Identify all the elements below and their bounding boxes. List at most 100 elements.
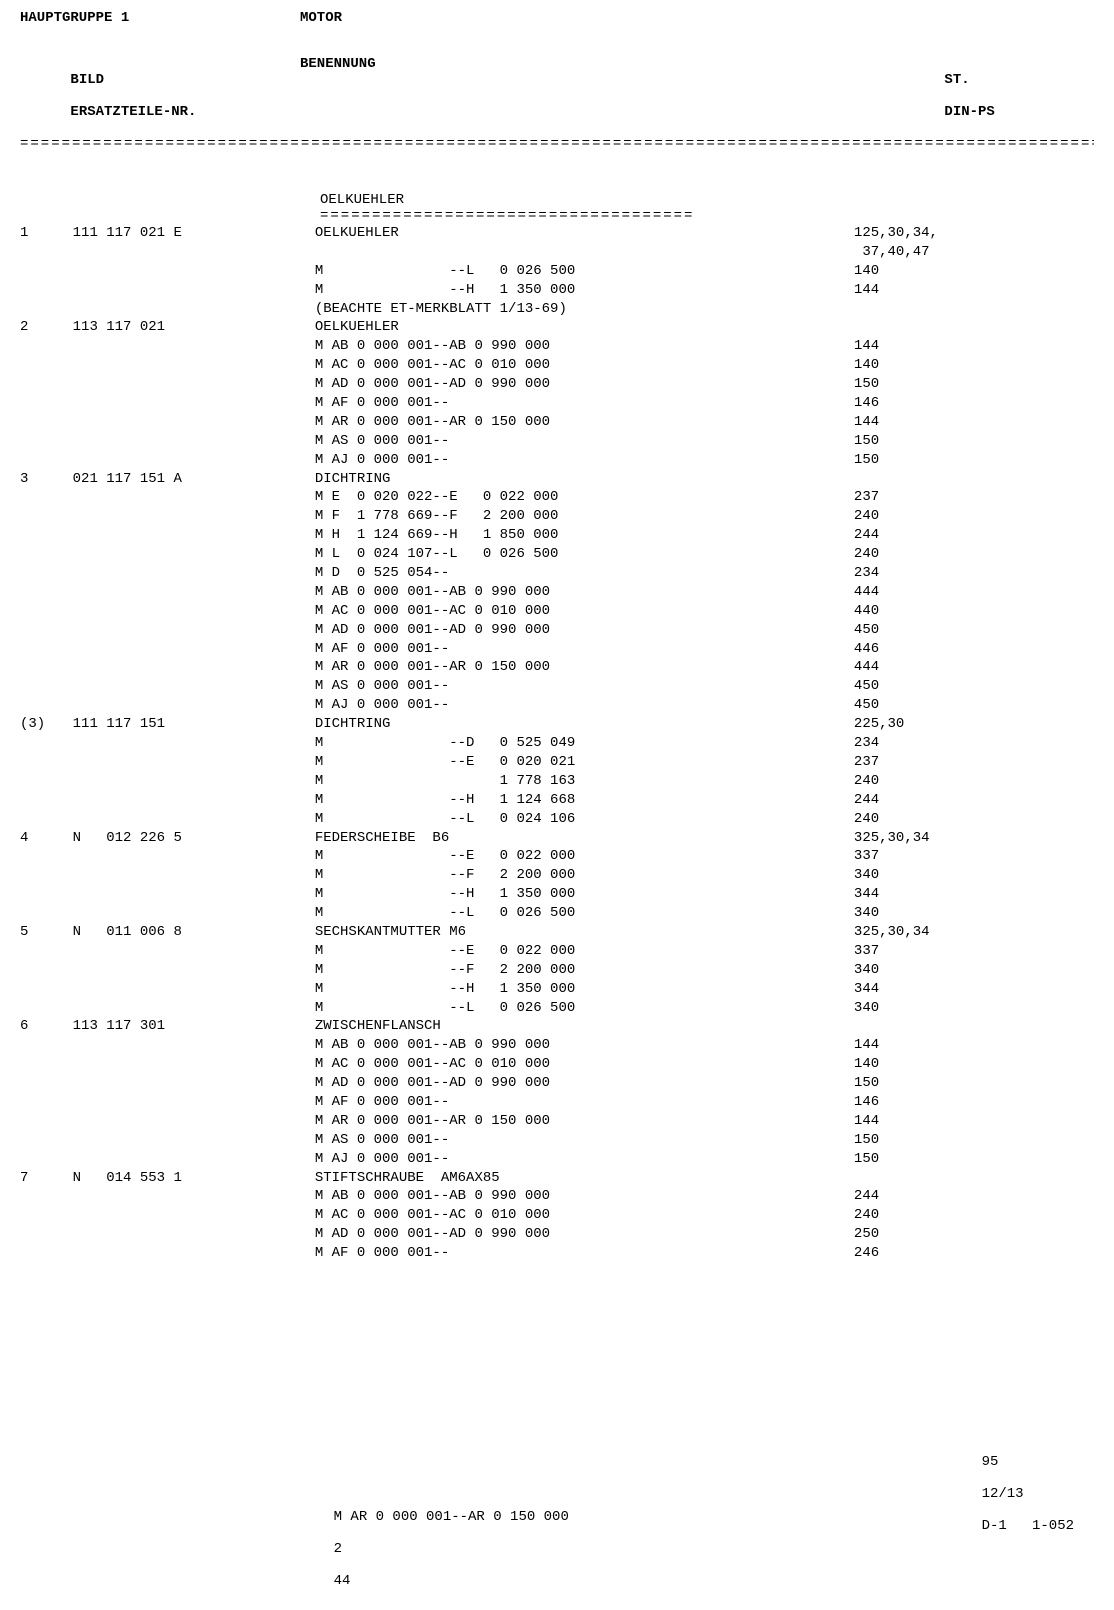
cell-benennung: M E 0 020 022--E 0 022 000 xyxy=(315,488,799,507)
cell-bild xyxy=(20,696,73,715)
cell-din-ps: 37 xyxy=(862,488,1094,507)
cell-benennung: M AS 0 000 001-- xyxy=(315,1131,799,1150)
table-row: M AR 0 000 001--AR 0 150 000144 xyxy=(20,1112,1094,1131)
cell-part-nr xyxy=(73,1244,315,1263)
cell-stk: 3 xyxy=(799,942,862,961)
table-row: M --F 2 200 000340 xyxy=(20,866,1094,885)
table-row: M AF 0 000 001--146 xyxy=(20,394,1094,413)
section-title: OELKUEHLER xyxy=(320,192,1094,208)
table-row: M L 0 024 107--L 0 026 500240 xyxy=(20,545,1094,564)
cell-benennung: M F 1 778 669--F 2 200 000 xyxy=(315,507,799,526)
cell-bild xyxy=(20,734,73,753)
cell-benennung: M --H 1 350 000 xyxy=(315,281,799,300)
table-row: M AC 0 000 001--AC 0 010 000140 xyxy=(20,356,1094,375)
cell-bild xyxy=(20,1150,73,1169)
cell-part-nr xyxy=(73,281,315,300)
cell-benennung: M --F 2 200 000 xyxy=(315,961,799,980)
table-row: 5N 011 006 8SECHSKANTMUTTER M6325,30,34 xyxy=(20,923,1094,942)
trailing-row: M AR 0 000 001--AR 0 150 000 2 44 xyxy=(300,1493,569,1605)
table-row: M AB 0 000 001--AB 0 990 000144 xyxy=(20,337,1094,356)
table-row: M AD 0 000 001--AD 0 990 000150 xyxy=(20,1074,1094,1093)
cell-stk: 4 xyxy=(799,602,862,621)
cell-benennung: M --H 1 350 000 xyxy=(315,885,799,904)
cell-bild xyxy=(20,753,73,772)
cell-stk: 2 xyxy=(799,772,862,791)
cell-part-nr xyxy=(73,810,315,829)
cell-din-ps: 50 xyxy=(862,1225,1094,1244)
cell-stk: 1 xyxy=(799,1074,862,1093)
col-stk-label: ST. xyxy=(944,72,969,88)
cell-stk: 4 xyxy=(799,583,862,602)
cell-stk: 2 xyxy=(799,791,862,810)
cell-benennung: FEDERSCHEIBE B6 xyxy=(315,829,799,848)
cell-stk: 1 xyxy=(799,1036,862,1055)
table-row: M AJ 0 000 001--450 xyxy=(20,696,1094,715)
table-row: M --L 0 026 500140 xyxy=(20,262,1094,281)
cell-part-nr xyxy=(73,772,315,791)
table-row: M AB 0 000 001--AB 0 990 000144 xyxy=(20,1036,1094,1055)
cell-din-ps xyxy=(862,300,1094,319)
cell-din-ps: 50 xyxy=(862,1150,1094,1169)
footer-mid: 12/13 xyxy=(982,1486,1024,1502)
cell-part-nr xyxy=(73,262,315,281)
cell-part-nr xyxy=(73,1150,315,1169)
cell-part-nr xyxy=(73,696,315,715)
cell-part-nr xyxy=(73,1225,315,1244)
col-nr-label: ERSATZTEILE-NR. xyxy=(70,104,196,120)
cell-benennung: M AB 0 000 001--AB 0 990 000 xyxy=(315,583,799,602)
cell-din-ps: 50 xyxy=(862,451,1094,470)
cell-stk: 3 xyxy=(799,866,862,885)
cell-stk: 2 xyxy=(799,810,862,829)
cell-part-nr xyxy=(73,545,315,564)
cell-benennung: M AS 0 000 001-- xyxy=(315,677,799,696)
cell-bild xyxy=(20,961,73,980)
cell-bild xyxy=(20,545,73,564)
cell-part-nr xyxy=(73,375,315,394)
section-rule: ==================================== xyxy=(320,208,720,224)
cell-bild xyxy=(20,243,73,262)
cell-part-nr xyxy=(73,734,315,753)
cell-benennung: M AC 0 000 001--AC 0 010 000 xyxy=(315,1055,799,1074)
table-row: 37,40,47 xyxy=(20,243,1094,262)
cell-bild xyxy=(20,356,73,375)
cell-bild xyxy=(20,847,73,866)
cell-stk: 2 xyxy=(799,488,862,507)
cell-bild: (3) xyxy=(20,715,73,734)
cell-stk: 4 xyxy=(799,658,862,677)
cell-stk: 2 xyxy=(799,753,862,772)
cell-stk: 1 xyxy=(799,375,862,394)
parts-list-page: HAUPTGRUPPE 1 MOTOR BILD ERSATZTEILE-NR.… xyxy=(0,0,1114,1610)
cell-stk: 1 xyxy=(799,432,862,451)
cell-benennung: M AD 0 000 001--AD 0 990 000 xyxy=(315,1225,799,1244)
cell-benennung: M --L 0 026 500 xyxy=(315,904,799,923)
cell-part-nr: 021 117 151 A xyxy=(73,470,315,489)
hauptgruppe-value: MOTOR xyxy=(300,10,1094,26)
table-row: M AS 0 000 001--150 xyxy=(20,1131,1094,1150)
cell-stk: 1 xyxy=(799,356,862,375)
cell-part-nr xyxy=(73,451,315,470)
cell-stk: 3 xyxy=(799,885,862,904)
cell-benennung: M AB 0 000 001--AB 0 990 000 xyxy=(315,1036,799,1055)
cell-part-nr xyxy=(73,658,315,677)
cell-bild xyxy=(20,375,73,394)
cell-bild xyxy=(20,980,73,999)
cell-part-nr xyxy=(73,1112,315,1131)
cell-bild xyxy=(20,1055,73,1074)
cell-benennung: M 1 778 163 xyxy=(315,772,799,791)
cell-bild xyxy=(20,281,73,300)
cell-din-ps: 34 xyxy=(862,564,1094,583)
cell-din-ps: 44 xyxy=(862,980,1094,999)
cell-bild xyxy=(20,1206,73,1225)
table-row: 7N 014 553 1STIFTSCHRAUBE AM6AX85 xyxy=(20,1169,1094,1188)
cell-din-ps: 44 xyxy=(862,1187,1094,1206)
cell-din-ps: 40 xyxy=(862,602,1094,621)
cell-part-nr xyxy=(73,885,315,904)
table-row: M --H 1 350 000344 xyxy=(20,885,1094,904)
cell-stk: 1 xyxy=(799,262,862,281)
cell-din-ps: 40 xyxy=(862,999,1094,1018)
table-row: M --E 0 020 021237 xyxy=(20,753,1094,772)
cell-part-nr xyxy=(73,337,315,356)
cell-benennung: M AR 0 000 001--AR 0 150 000 xyxy=(315,658,799,677)
cell-din-ps xyxy=(862,1017,1094,1036)
table-row: M --F 2 200 000340 xyxy=(20,961,1094,980)
